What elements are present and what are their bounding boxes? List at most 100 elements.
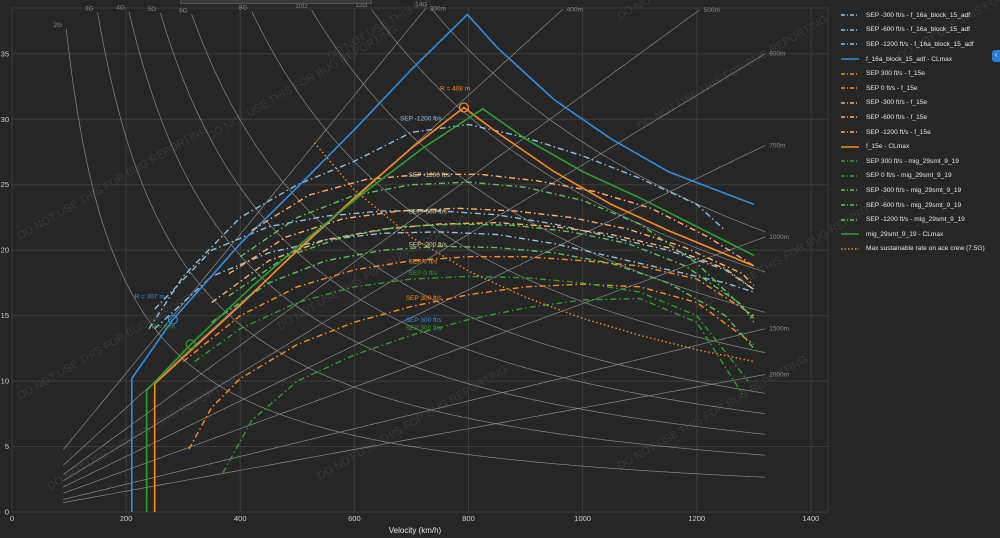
x-tick-label: 600 <box>348 514 361 523</box>
legend-label: mig_29smt_9_19 - CLmax <box>866 230 944 238</box>
x-tick-label: 1000 <box>574 514 591 523</box>
guide-label: 500m <box>704 7 720 14</box>
legend-item[interactable]: SEP -1200 ft/s - mig_29smt_9_19 <box>840 212 998 227</box>
guide-label: 300m <box>430 5 446 12</box>
series-line-4 <box>188 283 755 450</box>
legend-swatch <box>841 160 859 163</box>
y-tick-label: 0 <box>5 508 9 517</box>
legend-item[interactable]: SEP -1200 ft/s - f_16a_block_15_adf <box>840 37 998 52</box>
guide-line <box>63 9 563 466</box>
legend-swatch <box>841 189 859 192</box>
series-lines <box>131 13 755 512</box>
series-line-7 <box>228 207 755 286</box>
guide-label: 1500m <box>769 326 789 333</box>
guide-label: 5G <box>148 6 157 13</box>
legend-item[interactable]: Max sustainable rate on ace crew (7.5G) <box>840 242 998 257</box>
x-tick-label: 1400 <box>803 514 820 523</box>
legend-swatch <box>841 204 859 206</box>
legend-swatch <box>841 131 859 133</box>
guide-label: 1000m <box>769 234 789 241</box>
series-line-0 <box>154 231 755 330</box>
legend-item[interactable]: SEP -600 ft/s - mig_29smt_9_19 <box>840 198 998 213</box>
guide-line <box>191 14 766 394</box>
legend-label: SEP -1200 ft/s - f_16a_block_15_adf <box>866 40 974 48</box>
legend-swatch <box>841 87 859 90</box>
legend-swatch <box>841 247 859 250</box>
guide-label: 10G <box>295 3 307 10</box>
series-line-16 <box>313 142 754 363</box>
axes: 0 200 400 600 800 1000 1200 1400 0 5 10 15 20 25 30 35 <box>1 49 820 523</box>
legend-item[interactable]: SEP 0 ft/s - f_15e <box>840 81 998 96</box>
legend-label: SEP -600 ft/s - f_15e <box>866 113 928 121</box>
legend-swatch <box>841 58 859 60</box>
guide-label: 2G <box>54 22 63 29</box>
series-line-15 <box>145 108 755 512</box>
legend-item[interactable]: SEP -300 ft/s - f_16a_block_15_adf <box>840 8 998 23</box>
legend: SEP -300 ft/s - f_16a_block_15_adf SEP -6… <box>840 8 998 256</box>
legend-label: SEP -300 ft/s - f_16a_block_15_adf <box>866 11 970 19</box>
annotation-label: SEP -1200 ft/s <box>409 172 452 179</box>
guide-label: 6G <box>179 8 188 15</box>
collapse-chevron-icon[interactable]: ‹ <box>992 50 1000 62</box>
marker-circle <box>185 339 196 350</box>
legend-item[interactable]: SEP 300 ft/s - mig_29smt_9_19 <box>840 154 998 169</box>
legend-label: SEP 300 ft/s - f_15e <box>866 70 925 78</box>
annotation-label: SEP 300 ft/s <box>406 325 443 332</box>
series-line-11 <box>194 275 749 382</box>
guide-label: 14G <box>415 2 427 9</box>
guide-line <box>431 8 766 233</box>
x-tick-label: 800 <box>462 514 475 523</box>
series-line-9 <box>153 106 755 512</box>
series-line-2 <box>148 123 726 330</box>
grid <box>11 7 829 513</box>
annotation-label: R = 307 m <box>135 294 165 301</box>
legend-item[interactable]: SEP -300 ft/s - f_15e <box>840 96 998 111</box>
legend-swatch <box>841 218 859 221</box>
series-line-5 <box>182 256 755 363</box>
series-line-3 <box>131 13 755 512</box>
legend-swatch <box>841 175 859 177</box>
legend-label: SEP -600 ft/s - mig_29smt_9_19 <box>866 201 962 209</box>
annotation-label: SEP 0 ft/s <box>409 270 439 277</box>
legend-label: SEP -1200 ft/s - f_15e <box>866 128 931 136</box>
series-line-13 <box>228 223 755 323</box>
legend-swatch <box>841 72 859 75</box>
legend-item[interactable]: SEP 300 ft/s - f_15e <box>840 66 998 81</box>
guide-label: 2000m <box>769 371 789 378</box>
legend-item[interactable]: SEP -600 ft/s - f_15e <box>840 110 998 125</box>
watermark-text: DO NOT USE THIS FOR BUG REPORTING <box>16 283 210 402</box>
guide-line <box>63 328 766 500</box>
legend-label: SEP -300 ft/s - f_15e <box>866 99 928 107</box>
y-tick-label: 30 <box>1 115 9 124</box>
legend-label: f_15e - CLmax <box>866 143 910 151</box>
y-tick-label: 25 <box>1 180 9 189</box>
top-scrollbar[interactable] <box>180 0 372 4</box>
annotation-label: SEP -300 ft/s <box>409 241 448 248</box>
x-tick-label: 200 <box>120 514 133 523</box>
legend-item[interactable]: f_16a_block_15_adf - CLmax <box>840 52 998 67</box>
guide-line <box>63 374 766 503</box>
legend-item[interactable]: SEP -600 ft/s - f_16a_block_15_adf <box>840 23 998 38</box>
y-tick-label: 20 <box>1 246 9 255</box>
marker-circle <box>167 314 179 325</box>
legend-label: Max sustainable rate on ace crew (7.5G) <box>866 245 985 253</box>
legend-swatch <box>841 233 859 236</box>
legend-item[interactable]: f_15e - CLmax <box>840 139 998 154</box>
guide-label: 400m <box>567 6 583 13</box>
legend-swatch <box>841 116 859 119</box>
legend-item[interactable]: mig_29smt_9_19 - CLmax <box>840 227 998 242</box>
x-tick-label: 400 <box>234 514 247 523</box>
guide-label: 750m <box>769 142 785 149</box>
marker-circle <box>458 102 470 113</box>
annotation-label: SEP 0 ft/s <box>409 258 439 265</box>
legend-swatch <box>841 14 859 17</box>
watermark-text: DO NOT USE THIS FOR BUG REPORTING <box>206 23 400 142</box>
y-tick-label: 35 <box>1 49 9 58</box>
guide-line <box>63 53 766 481</box>
x-axis-title: Velocity (km/h) <box>388 526 442 535</box>
legend-item[interactable]: SEP 0 ft/s - mig_29smt_9_19 <box>840 169 998 184</box>
legend-item[interactable]: SEP -1200 ft/s - f_15e <box>840 125 998 140</box>
series-line-8 <box>251 173 755 267</box>
legend-item[interactable]: SEP -300 ft/s - mig_29smt_9_19 <box>840 183 998 198</box>
guide-line <box>371 8 766 273</box>
